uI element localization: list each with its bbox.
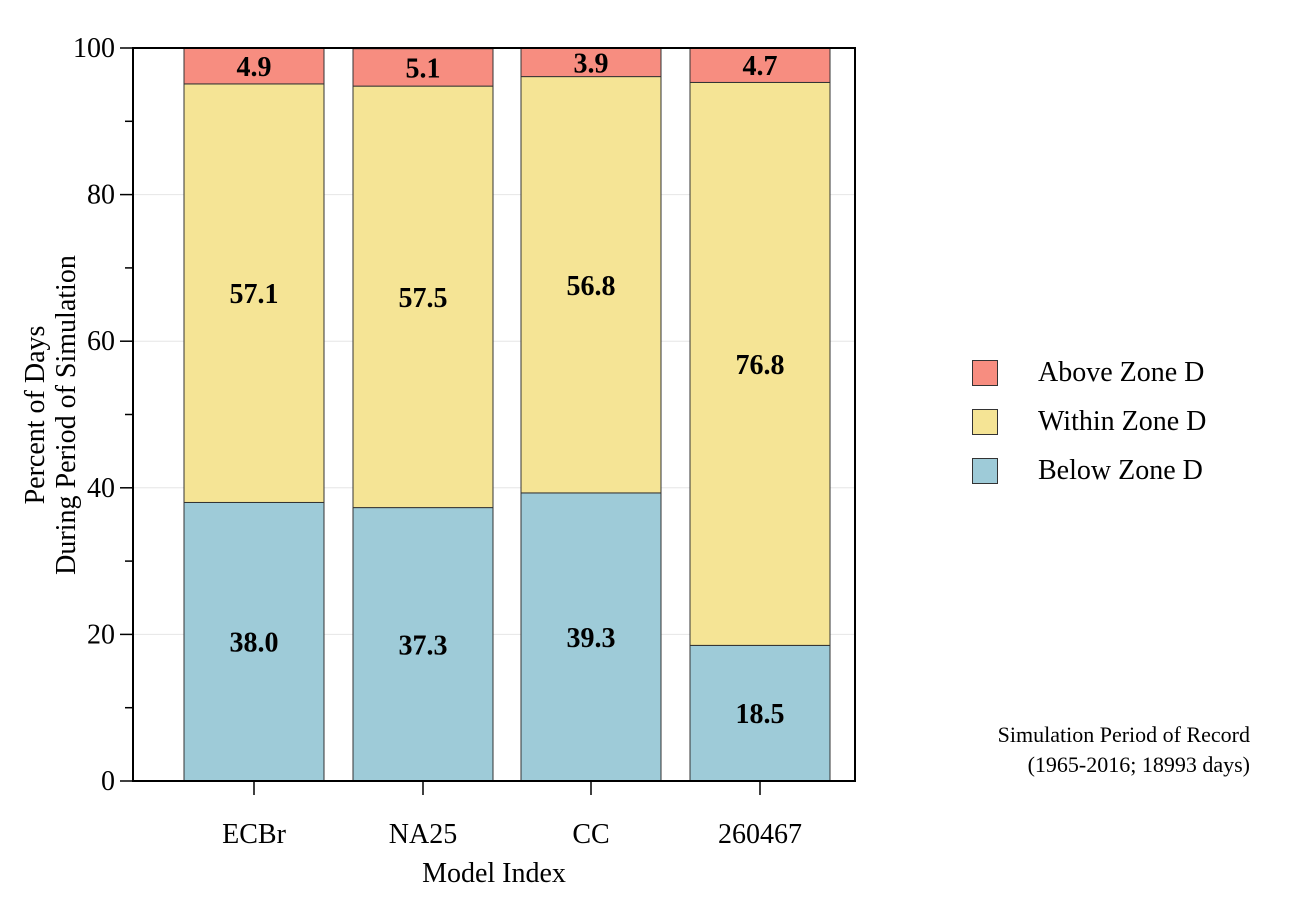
x-tick-label-ECBr: ECBr [222, 819, 286, 850]
y-tick-label-80: 80 [87, 180, 115, 211]
bar-value-labels: 38.0 57.1 4.9 37.3 57.5 5.1 39.3 56.8 3.9 18.5 76.… [230, 48, 785, 730]
x-tick-label-NA25: NA25 [389, 819, 457, 850]
x-tick-label-260467: 260467 [718, 819, 802, 850]
y-axis: 0 20 40 60 80 100 [73, 33, 133, 797]
note-line-1: Simulation Period of Record [997, 722, 1250, 747]
data-label-NA25-above-zone-d: 5.1 [406, 53, 441, 84]
simulation-period-note: Simulation Period of Record (1965-2016; … [998, 720, 1250, 780]
legend-label: Above Zone D [1038, 356, 1205, 388]
bars [183, 47, 831, 782]
legend-item-above-zone-d: Above Zone D [972, 348, 1206, 397]
x-tick-label-CC: CC [572, 819, 609, 850]
data-label-NA25-below-zone-d: 37.3 [399, 630, 448, 661]
legend-label: Below Zone D [1038, 454, 1203, 486]
y-tick-label-100: 100 [73, 33, 115, 64]
legend-swatch [972, 408, 998, 435]
bar-260467-within-zone-d [689, 81, 831, 646]
legend-item-below-zone-d: Below Zone D [972, 446, 1206, 495]
data-label-CC-above-zone-d: 3.9 [574, 48, 609, 79]
bar-260467-above-zone-d [689, 47, 831, 83]
bar-NA25-above-zone-d [352, 48, 494, 87]
legend-swatch [972, 457, 998, 484]
y-axis-label-line-1: Percent of Days [20, 326, 51, 505]
legend: Above Zone D Within Zone D Below Zone D [972, 348, 1206, 495]
legend-label: Within Zone D [1038, 405, 1207, 437]
y-tick-label-0: 0 [101, 766, 115, 797]
bar-CC-below-zone-d [520, 492, 662, 782]
data-label-ECBr-within-zone-d: 57.1 [230, 279, 279, 310]
x-axis-label: Model Index [422, 858, 566, 889]
data-label-ECBr-below-zone-d: 38.0 [230, 628, 279, 659]
y-axis-label: Percent of DaysDuring Period of Simulati… [20, 255, 82, 575]
data-label-NA25-within-zone-d: 57.5 [399, 283, 448, 314]
data-label-260467-within-zone-d: 76.8 [736, 350, 785, 381]
y-tick-label-60: 60 [87, 326, 115, 357]
y-axis-label-line-2: During Period of Simulation [51, 255, 82, 575]
data-label-CC-within-zone-d: 56.8 [567, 271, 616, 302]
bar-NA25-within-zone-d [352, 85, 494, 509]
bar-ECBr-below-zone-d [183, 501, 325, 782]
y-tick-label-40: 40 [87, 473, 115, 504]
x-axis: ECBr NA25 CC 260467 [222, 781, 802, 850]
legend-item-within-zone-d: Within Zone D [972, 397, 1206, 446]
bar-CC-above-zone-d [520, 47, 662, 78]
bar-NA25-below-zone-d [352, 507, 494, 782]
legend-swatch [972, 359, 998, 386]
data-label-ECBr-above-zone-d: 4.9 [237, 52, 272, 83]
y-tick-label-20: 20 [87, 619, 115, 650]
data-label-260467-above-zone-d: 4.7 [743, 51, 778, 82]
note-line-2: (1965-2016; 18993 days) [1027, 752, 1250, 777]
bar-CC-within-zone-d [520, 76, 662, 494]
data-label-CC-below-zone-d: 39.3 [567, 623, 616, 654]
data-label-260467-below-zone-d: 18.5 [736, 699, 785, 730]
bar-ECBr-within-zone-d [183, 83, 325, 503]
